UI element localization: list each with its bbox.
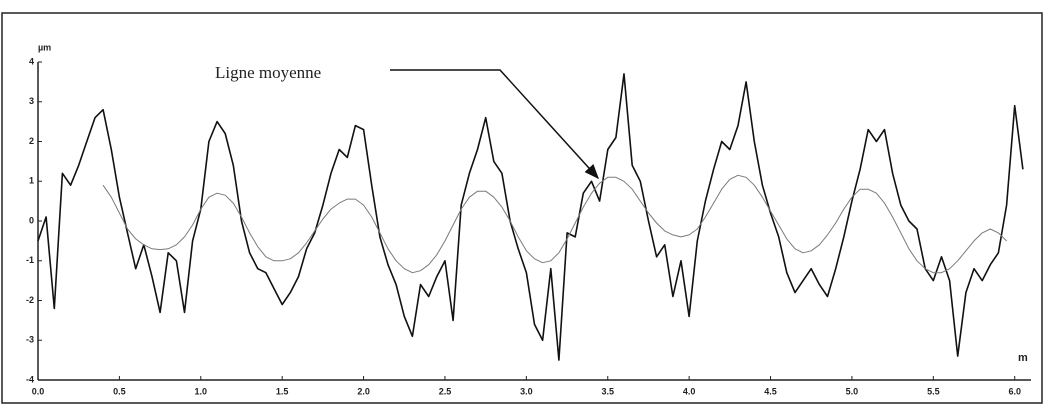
annotation-arrow (390, 69, 600, 180)
x-axis-label: m (1018, 352, 1028, 364)
frame (1, 12, 1043, 404)
y-tick-label: -1 (26, 255, 34, 265)
annotation: Ligne moyenne (215, 63, 321, 82)
x-tick-label: 5.5 (927, 386, 940, 396)
x-tick-label: 0.5 (113, 386, 126, 396)
x-tick-label: 5.0 (846, 386, 859, 396)
x-tick-label: 2.5 (439, 386, 452, 396)
x-tick-label: 0.0 (32, 386, 45, 396)
y-tick-label: 1 (29, 176, 34, 186)
y-tick-label: -3 (26, 335, 34, 345)
y-axis-label: µm (38, 42, 51, 52)
y-tick-label: 0 (29, 215, 34, 225)
y-tick-label: 4 (29, 56, 34, 66)
x-tick-label: 3.0 (520, 386, 533, 396)
y-tick-label: 3 (29, 96, 34, 106)
x-tick-label: 4.5 (764, 386, 777, 396)
x-tick-label: 2.0 (357, 386, 370, 396)
profile-line (37, 73, 1024, 361)
x-tick-label: 6.0 (1008, 386, 1021, 396)
y-tick-label: -2 (26, 295, 34, 305)
x-tick-label: 3.5 (601, 386, 614, 396)
y-tick-label: 2 (29, 136, 34, 146)
profile-line (102, 174, 1007, 274)
y-tick-label: -4 (26, 374, 34, 384)
x-tick-label: 1.5 (276, 386, 289, 396)
x-tick-label: 4.0 (683, 386, 696, 396)
x-tick-label: 1.0 (195, 386, 208, 396)
